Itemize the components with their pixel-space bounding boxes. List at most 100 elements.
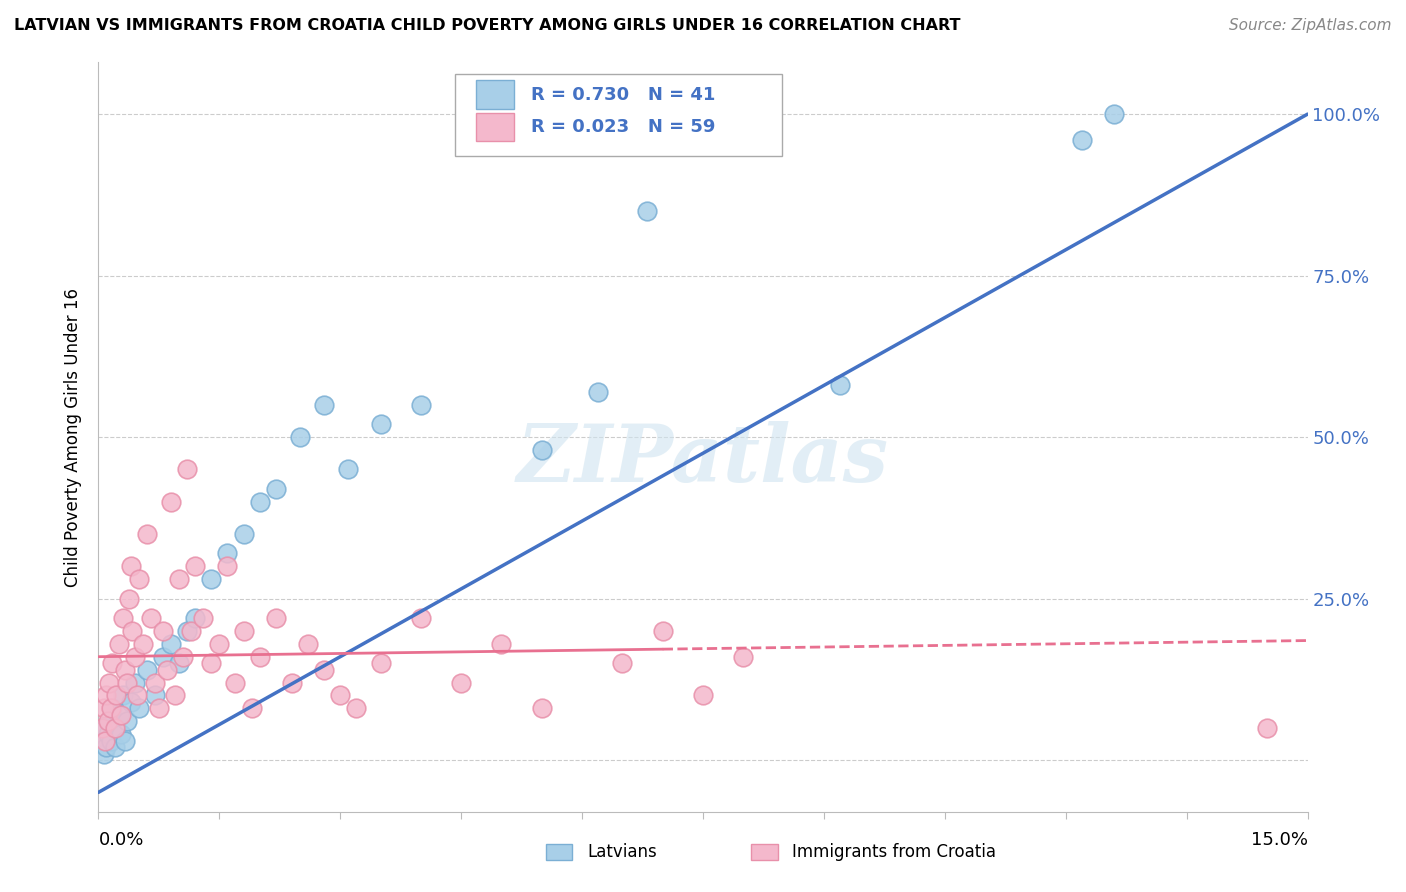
Point	[240, 701, 263, 715]
Point	[93, 747, 115, 761]
Point	[651, 624, 673, 638]
Point	[124, 649, 146, 664]
Point	[114, 733, 136, 747]
Point	[101, 701, 124, 715]
Point	[94, 733, 117, 747]
Point	[135, 527, 157, 541]
Point	[114, 663, 136, 677]
Point	[1102, 107, 1125, 121]
Point	[100, 701, 122, 715]
Point	[314, 398, 336, 412]
Bar	[546, 844, 572, 861]
Point	[232, 624, 254, 638]
Point	[118, 591, 141, 606]
Point	[184, 559, 207, 574]
Point	[612, 656, 634, 670]
Point	[288, 430, 311, 444]
Point	[530, 442, 553, 457]
Point	[143, 689, 166, 703]
Point	[314, 663, 336, 677]
Point	[176, 462, 198, 476]
Point	[172, 649, 194, 664]
Point	[121, 624, 143, 638]
Text: 15.0%: 15.0%	[1250, 831, 1308, 849]
Point	[91, 733, 114, 747]
Point	[143, 675, 166, 690]
Point	[160, 494, 183, 508]
Point	[97, 675, 120, 690]
Point	[1070, 133, 1092, 147]
Point	[281, 675, 304, 690]
Point	[184, 611, 207, 625]
Point	[128, 701, 150, 715]
Point	[217, 559, 239, 574]
Point	[135, 663, 157, 677]
Point	[128, 572, 150, 586]
Point	[530, 701, 553, 715]
Point	[180, 624, 202, 638]
Point	[344, 701, 367, 715]
Point	[111, 611, 134, 625]
Point	[120, 559, 142, 574]
Point	[370, 656, 392, 670]
Point	[110, 707, 132, 722]
Point	[156, 663, 179, 677]
Text: R = 0.730   N = 41: R = 0.730 N = 41	[531, 86, 716, 103]
Point	[370, 417, 392, 432]
Point	[110, 727, 132, 741]
Text: Immigrants from Croatia: Immigrants from Croatia	[793, 843, 997, 861]
Point	[176, 624, 198, 638]
Point	[409, 398, 432, 412]
Point	[409, 611, 432, 625]
Point	[337, 462, 360, 476]
Point	[93, 701, 115, 715]
Point	[249, 649, 271, 664]
Point	[152, 624, 174, 638]
Point	[733, 649, 755, 664]
Point	[200, 572, 222, 586]
Text: Latvians: Latvians	[586, 843, 657, 861]
Point	[249, 494, 271, 508]
Point	[217, 546, 239, 560]
Point	[97, 714, 120, 729]
Point	[152, 649, 174, 664]
Point	[491, 637, 513, 651]
Text: LATVIAN VS IMMIGRANTS FROM CROATIA CHILD POVERTY AMONG GIRLS UNDER 16 CORRELATIO: LATVIAN VS IMMIGRANTS FROM CROATIA CHILD…	[14, 18, 960, 33]
Point	[120, 695, 142, 709]
Point	[96, 740, 118, 755]
Point	[105, 689, 128, 703]
Point	[264, 482, 287, 496]
Point	[232, 527, 254, 541]
Point	[586, 384, 609, 399]
Point	[692, 689, 714, 703]
Point	[167, 572, 190, 586]
Point	[97, 727, 120, 741]
Point	[97, 714, 120, 729]
Bar	[475, 112, 515, 141]
Text: 0.0%: 0.0%	[98, 831, 143, 849]
Point	[111, 689, 134, 703]
Bar	[475, 80, 515, 109]
Point	[139, 611, 162, 625]
Text: R = 0.023   N = 59: R = 0.023 N = 59	[531, 118, 716, 136]
Text: ZIPatlas: ZIPatlas	[517, 421, 889, 499]
Point	[167, 656, 190, 670]
Point	[193, 611, 215, 625]
Point	[107, 637, 129, 651]
Point	[127, 689, 149, 703]
Point	[103, 740, 125, 755]
Point	[200, 656, 222, 670]
Point	[450, 675, 472, 690]
Point	[107, 707, 129, 722]
Point	[115, 714, 138, 729]
Point	[160, 637, 183, 651]
Point	[163, 689, 186, 703]
Point	[224, 675, 246, 690]
Point	[132, 637, 155, 651]
Point	[103, 721, 125, 735]
Point	[124, 675, 146, 690]
Point	[96, 689, 118, 703]
FancyBboxPatch shape	[456, 74, 782, 156]
Point	[208, 637, 231, 651]
Point	[828, 378, 851, 392]
